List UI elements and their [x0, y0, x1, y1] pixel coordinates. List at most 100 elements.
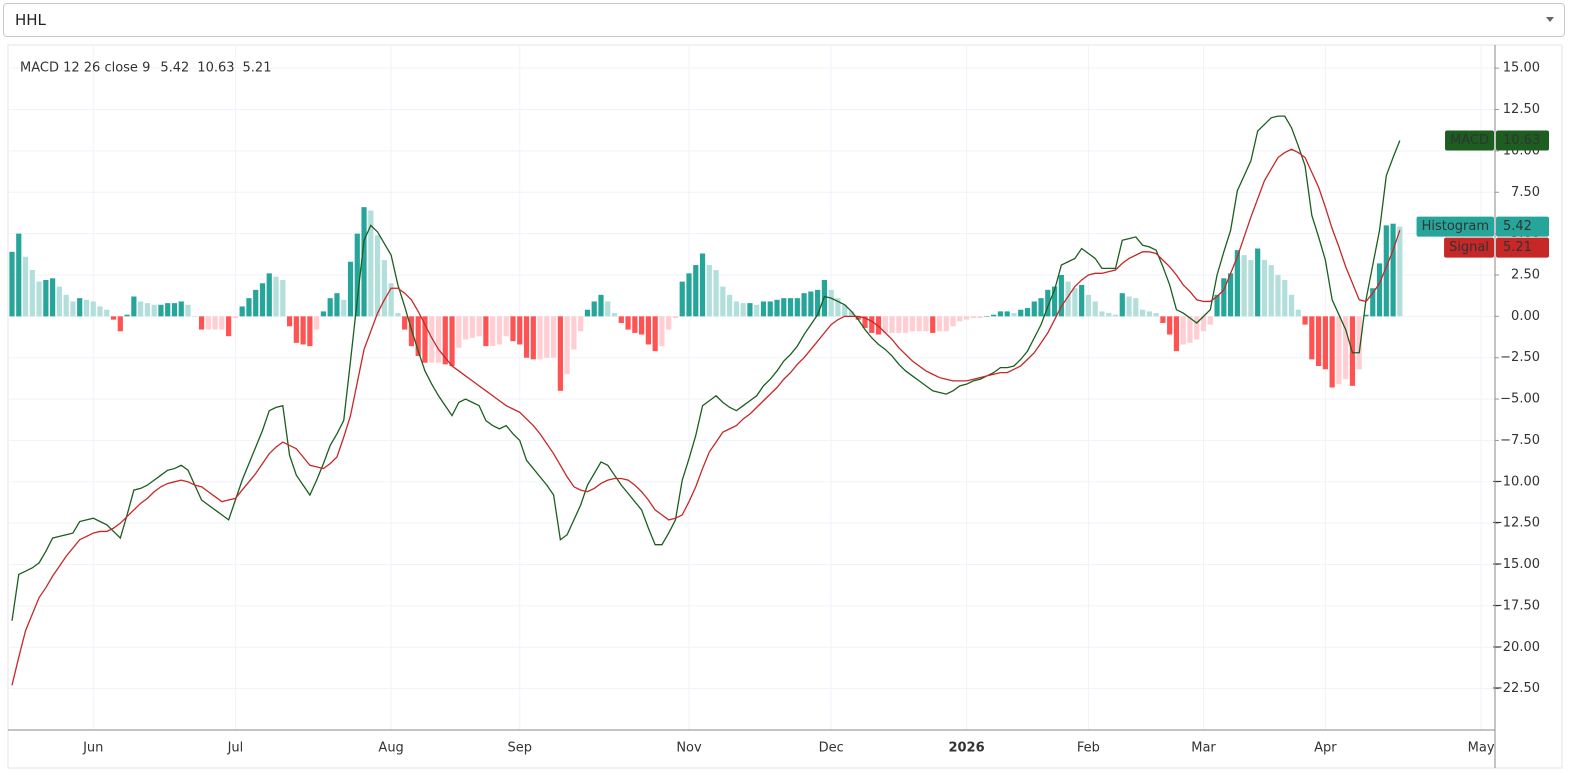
histogram-bar [1275, 274, 1281, 317]
histogram-bar [90, 301, 96, 317]
histogram-bar [1336, 316, 1342, 385]
histogram-bar [957, 316, 963, 322]
histogram-bar [56, 286, 62, 317]
histogram-bar [63, 294, 69, 317]
histogram-bar [219, 316, 225, 330]
histogram-bar [1322, 316, 1328, 370]
histogram-bar [320, 311, 327, 317]
histogram-bar [767, 301, 773, 317]
price-tag-value: 5.42 [1503, 219, 1532, 234]
histogram-bar [1119, 293, 1125, 317]
histogram-bar [787, 298, 794, 317]
x-tick-label: Jun [82, 741, 103, 756]
histogram-bar [977, 316, 983, 319]
histogram-bar [192, 316, 198, 317]
price-tag-value: 10.63 [1503, 133, 1540, 148]
histogram-bar [1302, 316, 1308, 325]
chart-panel [7, 44, 1563, 769]
histogram-bar [984, 316, 990, 317]
histogram-bar [97, 306, 103, 317]
histogram-bar [584, 309, 591, 317]
histogram-bar [1282, 279, 1288, 317]
histogram-bar [70, 301, 76, 317]
histogram-bar [781, 298, 787, 317]
histogram-bar [1126, 296, 1132, 317]
x-tick-label: May [1468, 741, 1495, 756]
histogram-bar [1234, 250, 1240, 317]
histogram-bar [171, 303, 178, 317]
histogram-bar [158, 304, 164, 317]
histogram-bar [361, 207, 367, 317]
histogram-bar [666, 316, 672, 330]
x-tick-label: Jul [227, 741, 244, 756]
histogram-bar [896, 316, 902, 333]
histogram-bar [693, 265, 699, 317]
histogram-bar [232, 316, 239, 319]
histogram-bar [388, 283, 394, 317]
histogram-bar [1160, 316, 1166, 323]
price-tag-name: Histogram [1422, 219, 1489, 234]
histogram-bar [1018, 309, 1024, 317]
y-tick-label: 15.00 [1503, 61, 1540, 76]
histogram-bar [855, 316, 861, 320]
x-tick-label: Feb [1077, 741, 1100, 756]
histogram-bar [564, 316, 570, 375]
histogram-bar [104, 309, 110, 317]
histogram-bar [1194, 316, 1200, 340]
histogram-bar [165, 303, 171, 317]
y-tick-label: −15.00 [1492, 557, 1540, 572]
histogram-bar [43, 279, 49, 317]
histogram-bar [1180, 316, 1186, 345]
histogram-bar [22, 256, 29, 317]
histogram-bar [381, 260, 387, 317]
symbol-dropdown[interactable]: HHL [3, 3, 1565, 37]
histogram-bar [503, 316, 509, 337]
histogram-bar [1370, 288, 1376, 317]
price-tag-name-bg [1445, 130, 1494, 151]
histogram-bar [611, 313, 618, 317]
histogram-bar [1329, 316, 1335, 388]
histogram-bar [530, 316, 536, 360]
histogram-bar [706, 265, 712, 317]
histogram-bar [652, 316, 658, 352]
histogram-bar [591, 301, 597, 317]
histogram-bar [1133, 298, 1139, 317]
series-line [11, 148, 1401, 686]
histogram-bar [950, 316, 956, 327]
histogram-bar [1343, 316, 1349, 380]
price-tag-value: 5.21 [1503, 240, 1532, 255]
histogram-bar [618, 316, 624, 323]
histogram-bar [347, 261, 354, 317]
histogram-bar [117, 316, 123, 332]
histogram-bar [1397, 226, 1403, 317]
histogram-bar [1085, 294, 1092, 317]
histogram-bar [1200, 316, 1207, 332]
histogram-bar [923, 316, 929, 332]
histogram-bar [1363, 314, 1369, 317]
histogram-bar [882, 316, 888, 333]
histogram-bar [523, 316, 530, 358]
histogram-bar [605, 301, 611, 317]
histogram-bar [29, 270, 35, 317]
price-tag-bg [1496, 237, 1549, 258]
histogram-bar [943, 316, 949, 332]
histogram-bar [727, 294, 733, 317]
histogram-bar [659, 316, 665, 347]
y-tick-label: 0.00 [1511, 309, 1540, 324]
histogram-bar [1214, 294, 1220, 317]
histogram-bar [1146, 311, 1152, 317]
histogram-bar [963, 316, 970, 320]
histogram-bar [936, 316, 943, 332]
histogram-bar [1106, 313, 1112, 317]
y-tick-label: −10.00 [1492, 474, 1540, 489]
histogram-bar [794, 298, 800, 317]
histogram-bar [1295, 309, 1301, 317]
histogram-bar [36, 281, 42, 317]
x-tick-label: 2026 [948, 741, 984, 756]
histogram-bar [151, 304, 157, 317]
histogram-bar [1221, 278, 1227, 317]
y-tick-label: 7.50 [1511, 185, 1540, 200]
price-tag-bg [1496, 216, 1549, 237]
